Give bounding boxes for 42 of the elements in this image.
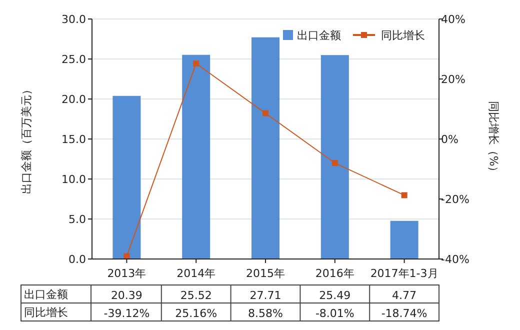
data-label: 8.58%: [248, 307, 283, 320]
bar: [182, 54, 210, 259]
data-label: 4.77: [392, 289, 417, 302]
text: 同比增长: [24, 306, 68, 319]
x-tick-label: 2013年: [107, 267, 146, 280]
data-label: 27.71: [250, 289, 282, 302]
y-tick-label: 10.0: [62, 173, 86, 186]
x-tick-label: 2014年: [176, 267, 216, 280]
point: [332, 160, 338, 166]
data-label: 20.39: [110, 289, 142, 302]
y-tick-label: 0.0: [68, 253, 86, 266]
data-label: 25.49: [319, 289, 351, 302]
text: 出口金额: [24, 288, 68, 301]
y2-tick-label: 0%: [441, 133, 458, 146]
bar: [320, 55, 349, 259]
y2-axis-title: 同比增长（%）: [487, 100, 500, 178]
data-label: -8.01%: [315, 307, 354, 320]
y-tick-label: 20.0: [62, 93, 86, 106]
y2-tick-label: 40%: [441, 13, 466, 26]
data-label: -39.12%: [104, 307, 150, 320]
bar: [112, 96, 141, 259]
point: [193, 60, 200, 67]
x-tick-label: 2015年: [246, 267, 285, 280]
bar: [252, 37, 280, 259]
data-label: 25.16%: [175, 307, 218, 320]
y2-tick-label: -20%: [441, 193, 470, 206]
y-tick-label: 5.0: [68, 213, 86, 226]
y-tick-label: 25.0: [62, 53, 86, 66]
x-tick-label: 2017年1-3月: [370, 267, 438, 280]
y-tick-label: 15.0: [62, 133, 86, 146]
point: [262, 110, 268, 116]
bar: [390, 220, 418, 259]
y2-tick-label: -40%: [441, 253, 470, 266]
y2-tick-label: 20%: [441, 73, 466, 86]
legend-label: 出口金额: [297, 29, 341, 42]
data-label: 25.52: [180, 289, 212, 302]
x-tick-label: 2016年: [315, 267, 354, 280]
point: [401, 192, 408, 198]
legend-label: 同比增长: [381, 29, 425, 42]
y-axis-title: 出口金额（百万美元）: [20, 84, 33, 194]
y-tick-label: 30.0: [62, 13, 86, 26]
data-label: -18.74%: [381, 307, 428, 320]
